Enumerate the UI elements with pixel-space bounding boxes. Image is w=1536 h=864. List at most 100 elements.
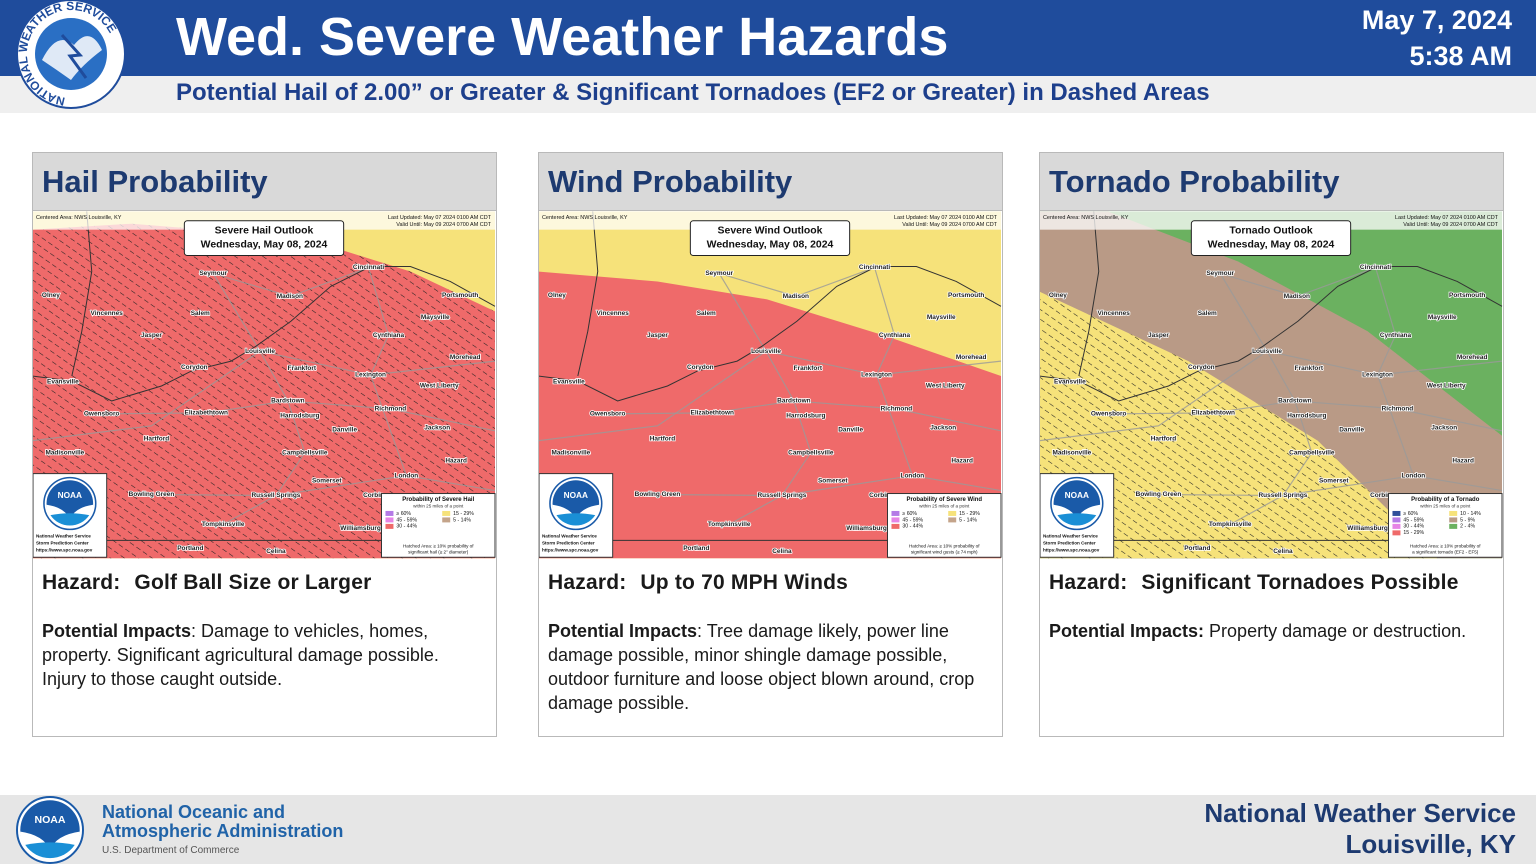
legend-swatch	[1392, 517, 1401, 523]
noaa-logo-sea	[50, 513, 90, 526]
city-label: West Liberty	[420, 383, 459, 390]
city-label: Somerset	[312, 477, 342, 484]
footer	[0, 795, 1536, 864]
city-label: Louisville	[751, 348, 781, 355]
panel: Wind Probability Olney Vincennes Jasper Seym…	[538, 152, 1003, 737]
city-label: Hazard	[951, 457, 973, 464]
city-label: Celina	[266, 548, 286, 555]
road	[1374, 267, 1414, 476]
legend-swatch	[1392, 523, 1401, 529]
city-label: Williamsburg	[1347, 525, 1388, 532]
last-updated: Last Updated: May 07 2024 0100 AM CDT	[894, 215, 998, 221]
city-label: Harrodsburg	[280, 413, 319, 420]
panel-text: Hazard: Golf Ball Size or Larger Potential…	[33, 559, 496, 691]
legend-swatch	[1449, 523, 1458, 529]
hatch-note-line: significant wind gusts (≥ 74 mph)	[911, 549, 978, 554]
agency-line-1: National Oceanic and	[102, 802, 286, 822]
city-label: Jasper	[1148, 332, 1169, 339]
panel-title: Hail Probability	[33, 153, 496, 211]
legend-subtitle: within 25 miles of a point	[413, 504, 464, 509]
state-border	[33, 266, 496, 402]
city-label: Bardstown	[1278, 398, 1311, 405]
legend-swatch	[891, 523, 900, 529]
city-label: Campbellsville	[282, 449, 328, 456]
legend-swatch	[891, 517, 900, 523]
city-label: Corydon	[1188, 364, 1215, 371]
city-label: Evansville	[553, 379, 585, 386]
city-label: Corydon	[181, 364, 208, 371]
city-label: Portsmouth	[948, 292, 984, 299]
city-label: Salem	[697, 310, 716, 317]
location: Louisville, KY	[1345, 829, 1517, 859]
state-border	[577, 211, 599, 377]
city-label: Russell Springs	[1259, 492, 1308, 499]
legend-swatch	[442, 510, 451, 516]
legend-label: ≥ 60%	[902, 511, 917, 517]
state-border	[71, 211, 93, 377]
credit-line: Storm Prediction Center	[1043, 541, 1096, 546]
legend-swatch	[1392, 510, 1401, 516]
city-label: Madisonville	[1052, 449, 1091, 456]
city-label: Tompkinsville	[202, 521, 245, 528]
legend-label: 15 - 29%	[1403, 530, 1424, 536]
city-label: Vincennes	[1098, 310, 1131, 317]
road	[717, 266, 875, 352]
city-label: Seymour	[705, 270, 733, 277]
city-label: Louisville	[245, 348, 275, 355]
city-label: Russell Springs	[758, 492, 807, 499]
subtitle: Potential Hail of 2.00” or Greater & Sig…	[176, 79, 1210, 106]
city-label: Hartford	[1151, 435, 1177, 442]
city-label: Madisonville	[551, 449, 590, 456]
city-label: Richmond	[375, 406, 407, 413]
city-label: Richmond	[881, 406, 913, 413]
city-label: Madison	[277, 293, 303, 300]
city-label: Williamsburg	[846, 525, 887, 532]
centered-area: Centered Area: NWS Louisville, KY	[542, 215, 628, 221]
city-label: London	[395, 472, 419, 479]
road	[1108, 400, 1503, 432]
city-label: Bowling Green	[1136, 491, 1182, 498]
city-label: Hazard	[1452, 457, 1474, 464]
last-updated: Last Updated: May 07 2024 0100 AM CDT	[1395, 215, 1499, 221]
panel-title: Tornado Probability	[1040, 153, 1503, 211]
city-label: Tompkinsville	[708, 521, 751, 528]
city-label: Vincennes	[91, 310, 124, 317]
state-border	[1040, 266, 1503, 402]
city-label: Bardstown	[271, 398, 304, 405]
subtitle-band	[0, 76, 1536, 113]
city-label: Celina	[1273, 548, 1293, 555]
legend-swatch	[1392, 530, 1401, 536]
city-label: Danville	[1339, 427, 1364, 434]
outlook-map: Olney Vincennes Jasper Seymour Salem Madison C…	[539, 211, 1002, 559]
date: May 7, 2024	[1361, 5, 1512, 35]
centered-area: Centered Area: NWS Louisville, KY	[36, 215, 122, 221]
city-label: Cincinnati	[1360, 264, 1391, 271]
city-label: Cincinnati	[859, 264, 890, 271]
road	[151, 475, 496, 497]
noaa-logo-text: NOAA	[1065, 491, 1089, 500]
city-label: Owensboro	[84, 411, 120, 418]
hatched-area	[1040, 291, 1438, 559]
impacts-label: Potential Impacts	[548, 621, 698, 641]
hatch-note-line: significant hail (≥ 2" diameter)	[408, 549, 469, 554]
time: 5:38 AM	[1409, 41, 1512, 71]
noaa-logo-sea	[25, 842, 75, 859]
outlook-map: Olney Vincennes Jasper Seymour Salem Madison C…	[1040, 211, 1503, 559]
outlook-title: Severe Hail Outlook	[215, 225, 314, 236]
noaa-logo: NOAA	[16, 796, 84, 864]
city-label: Louisville	[1252, 348, 1282, 355]
city-label: Olney	[42, 292, 60, 299]
office: National Weather Service	[1204, 798, 1516, 828]
legend-box	[1387, 493, 1503, 558]
valid-until: Valid Until: May 09 2024 0700 AM CDT	[902, 222, 997, 228]
hatch-note-line: a significant tornado (EF2 - EF5)	[1412, 549, 1479, 554]
legend-swatch	[442, 517, 451, 523]
city-label: Harrodsburg	[1287, 413, 1326, 420]
road	[367, 267, 407, 476]
outlook-box	[689, 220, 851, 257]
centered-area: Centered Area: NWS Louisville, KY	[1043, 215, 1129, 221]
road	[657, 475, 1002, 497]
credit-line: National Weather Service	[542, 534, 597, 539]
legend-label: 45 - 59%	[396, 517, 417, 523]
